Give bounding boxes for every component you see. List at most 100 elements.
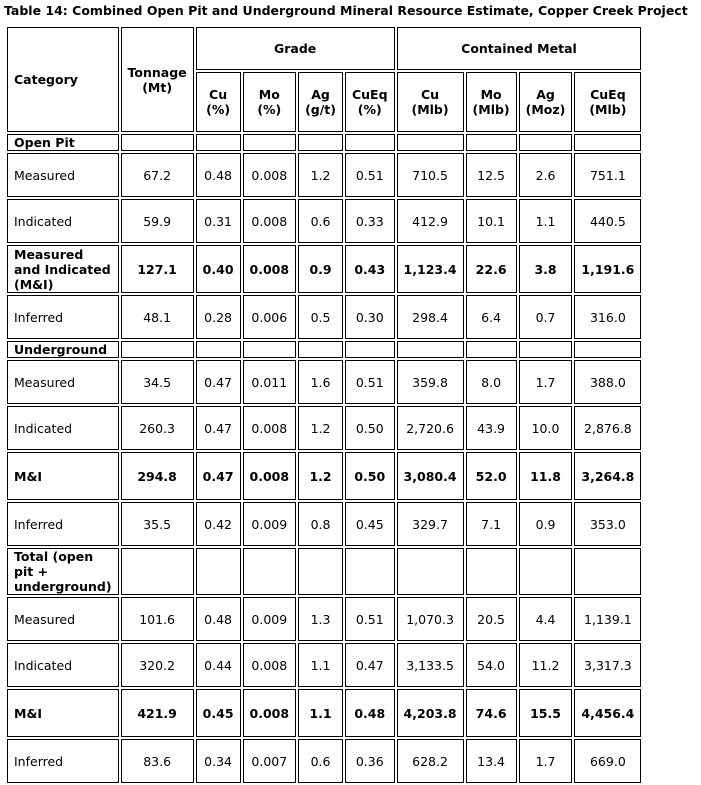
value-cell: 412.9: [396, 199, 464, 243]
empty-cell: [574, 134, 642, 151]
data-row: Measured 67.2 0.48 0.008 1.2 0.51 710.5 12.5 2.6…: [7, 153, 642, 197]
value-cell: 0.8: [298, 502, 343, 546]
value-cell: 4,203.8: [396, 689, 464, 737]
value-cell: 8.0: [465, 360, 517, 404]
value-cell: 1.6: [298, 360, 343, 404]
value-cell: 3,264.8: [574, 452, 642, 500]
empty-cell: [396, 341, 464, 358]
value-cell: 3,133.5: [396, 643, 464, 687]
value-cell: 0.51: [344, 153, 395, 197]
empty-cell: [465, 548, 517, 595]
value-cell: 0.42: [195, 502, 241, 546]
empty-cell: [298, 134, 343, 151]
value-cell: 2,720.6: [396, 406, 464, 450]
value-cell: 0.43: [344, 245, 395, 293]
empty-cell: [298, 548, 343, 595]
section-row: Total (open pit + underground): [7, 548, 642, 595]
empty-cell: [465, 341, 517, 358]
value-cell: 1,070.3: [396, 597, 464, 641]
empty-cell: [120, 134, 194, 151]
data-row: Inferred 83.6 0.34 0.007 0.6 0.36 628.2 13.4 1.7…: [7, 739, 642, 783]
row-label: Inferred: [7, 295, 119, 339]
empty-cell: [242, 548, 297, 595]
empty-cell: [298, 341, 343, 358]
value-cell: 1.2: [298, 452, 343, 500]
value-cell: 13.4: [465, 739, 517, 783]
empty-cell: [344, 548, 395, 595]
empty-cell: [396, 134, 464, 151]
value-cell: 1.1: [298, 643, 343, 687]
value-cell: 421.9: [120, 689, 194, 737]
header-cell: Category: [7, 27, 119, 132]
value-cell: 0.48: [344, 689, 395, 737]
value-cell: 0.47: [195, 406, 241, 450]
empty-cell: [195, 548, 241, 595]
value-cell: 127.1: [120, 245, 194, 293]
table-title: Table 14: Combined Open Pit and Undergro…: [4, 3, 688, 18]
table-body: Category Tonnage (Mt) Grade Contained Metal…: [7, 27, 642, 783]
value-cell: 751.1: [574, 153, 642, 197]
value-cell: 0.008: [242, 406, 297, 450]
value-cell: 0.36: [344, 739, 395, 783]
data-row: Measured and Indicated (M&I) 127.1 0.40 0.0…: [7, 245, 642, 293]
empty-cell: [344, 341, 395, 358]
value-cell: 43.9: [465, 406, 517, 450]
value-cell: 359.8: [396, 360, 464, 404]
value-cell: 22.6: [465, 245, 517, 293]
value-cell: 0.009: [242, 597, 297, 641]
data-row: Measured 101.6 0.48 0.009 1.3 0.51 1,070.3 20.5…: [7, 597, 642, 641]
value-cell: 0.008: [242, 245, 297, 293]
value-cell: 0.30: [344, 295, 395, 339]
row-label: Inferred: [7, 739, 119, 783]
value-cell: 669.0: [574, 739, 642, 783]
value-cell: 316.0: [574, 295, 642, 339]
empty-cell: [518, 548, 573, 595]
value-cell: 320.2: [120, 643, 194, 687]
row-label: M&I: [7, 452, 119, 500]
header-cell: Tonnage (Mt): [120, 27, 194, 132]
value-cell: 0.28: [195, 295, 241, 339]
section-row: Open Pit: [7, 134, 642, 151]
value-cell: 11.2: [518, 643, 573, 687]
header-cell: Contained Metal: [396, 27, 642, 70]
value-cell: 35.5: [120, 502, 194, 546]
header-cell: Ag (Moz): [518, 72, 573, 132]
value-cell: 0.33: [344, 199, 395, 243]
value-cell: 0.51: [344, 597, 395, 641]
value-cell: 59.9: [120, 199, 194, 243]
value-cell: 0.9: [518, 502, 573, 546]
value-cell: 11.8: [518, 452, 573, 500]
value-cell: 0.008: [242, 452, 297, 500]
value-cell: 4.4: [518, 597, 573, 641]
header-cell: Mo (%): [242, 72, 297, 132]
header-row: Category Tonnage (Mt) Grade Contained Metal: [7, 27, 642, 132]
value-cell: 0.006: [242, 295, 297, 339]
value-cell: 1.3: [298, 597, 343, 641]
value-cell: 1.7: [518, 360, 573, 404]
value-cell: 2.6: [518, 153, 573, 197]
value-cell: 67.2: [120, 153, 194, 197]
value-cell: 0.50: [344, 406, 395, 450]
row-label: Indicated: [7, 643, 119, 687]
value-cell: 10.0: [518, 406, 573, 450]
value-cell: 294.8: [120, 452, 194, 500]
value-cell: 12.5: [465, 153, 517, 197]
value-cell: 1.7: [518, 739, 573, 783]
value-cell: 52.0: [465, 452, 517, 500]
value-cell: 83.6: [120, 739, 194, 783]
empty-cell: [120, 548, 194, 595]
value-cell: 628.2: [396, 739, 464, 783]
value-cell: 10.1: [465, 199, 517, 243]
value-cell: 20.5: [465, 597, 517, 641]
value-cell: 1,139.1: [574, 597, 642, 641]
value-cell: 0.008: [242, 643, 297, 687]
data-row: Indicated 260.3 0.47 0.008 1.2 0.50 2,720.6 43.…: [7, 406, 642, 450]
data-row: Indicated 320.2 0.44 0.008 1.1 0.47 3,133.5 54.…: [7, 643, 642, 687]
value-cell: 0.47: [195, 360, 241, 404]
empty-cell: [195, 341, 241, 358]
value-cell: 1.2: [298, 406, 343, 450]
value-cell: 298.4: [396, 295, 464, 339]
value-cell: 15.5: [518, 689, 573, 737]
value-cell: 34.5: [120, 360, 194, 404]
